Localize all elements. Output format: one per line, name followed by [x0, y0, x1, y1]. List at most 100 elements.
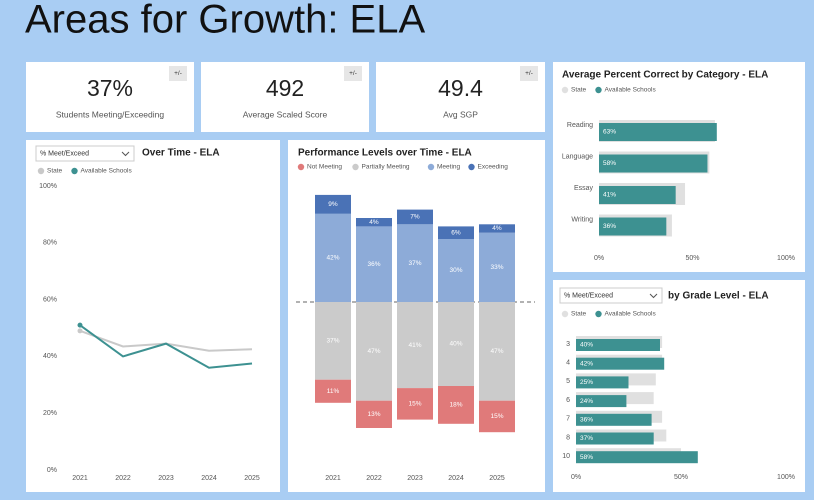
bar-segment: [315, 302, 351, 380]
data-label: 25%: [580, 379, 593, 386]
data-label: 36%: [367, 261, 380, 268]
data-label: 47%: [490, 348, 503, 355]
bar: [576, 395, 627, 408]
data-label: 6%: [451, 229, 461, 236]
x-tick-label: 2023: [407, 475, 423, 482]
legend-swatch: [468, 163, 475, 171]
dropdown-chevron[interactable]: [649, 293, 658, 299]
legend-label: Partially Meeting: [362, 164, 410, 171]
toggle-button[interactable]: [169, 66, 187, 81]
x-tick-label: 100%: [777, 474, 795, 481]
toggle-button-label[interactable]: +/-: [525, 70, 533, 77]
legend-swatch: [595, 310, 602, 318]
x-tick-label: 2024: [201, 475, 217, 482]
bar-segment: [315, 379, 351, 403]
bar: [576, 432, 654, 445]
y-tick-label: 7: [566, 416, 570, 423]
bar-segment: [479, 232, 515, 302]
x-tick-label: 50%: [685, 255, 699, 262]
y-tick-label: Essay: [574, 185, 594, 192]
bar-segment: [315, 194, 351, 214]
y-tick-label: 3: [566, 341, 570, 348]
y-tick-label: 5: [566, 378, 570, 385]
x-tick-label: 0%: [571, 474, 581, 481]
toggle-button-label[interactable]: +/-: [174, 70, 182, 77]
x-tick-label: 2022: [366, 475, 382, 482]
legend-swatch: [297, 163, 305, 171]
bar: [599, 186, 676, 204]
kpi-label: Students Meeting/Exceeding: [56, 109, 164, 119]
y-tick-label: 8: [566, 434, 570, 441]
dropdown[interactable]: [559, 287, 663, 304]
bar: [599, 123, 717, 141]
kpi-value: 492: [266, 75, 304, 101]
line-point: [77, 328, 83, 334]
bar-segment: [397, 388, 433, 420]
data-label: 42%: [326, 255, 339, 262]
chart-title: Performance Levels over Time - ELA: [298, 148, 472, 159]
legend-swatch: [37, 167, 45, 175]
legend-label: State: [571, 87, 587, 94]
data-label: 24%: [580, 398, 593, 405]
toggle-button-label[interactable]: +/-: [349, 70, 357, 77]
legend-label: Not Meeting: [307, 164, 342, 171]
data-label: 40%: [449, 341, 462, 348]
page-title: Areas for Growth: ELA: [25, 0, 425, 42]
x-tick-label: 0%: [594, 255, 604, 262]
kpi-value: 37%: [87, 75, 133, 101]
y-tick-label: 40%: [43, 353, 57, 360]
dropdown-label[interactable]: % Meet/Exceed: [564, 292, 613, 299]
y-tick-label: Reading: [567, 122, 593, 129]
panel: [26, 140, 280, 492]
data-label: 7%: [410, 214, 420, 221]
legend-label: Exceeding: [478, 164, 509, 171]
legend-swatch: [352, 163, 359, 171]
dropdown[interactable]: [35, 145, 135, 162]
data-label: 9%: [328, 201, 338, 208]
bar-segment: [356, 302, 392, 401]
bar-segment: [397, 224, 433, 302]
data-label: 4%: [492, 225, 502, 232]
data-label: 18%: [449, 402, 462, 409]
chart-title: by Grade Level - ELA: [668, 291, 769, 302]
legend-label: Available Schools: [605, 311, 657, 318]
legend-swatch: [427, 163, 435, 171]
x-tick-label: 2024: [448, 475, 464, 482]
data-label: 37%: [408, 260, 421, 267]
y-tick-label: Writing: [571, 216, 593, 223]
bar-segment: [356, 400, 392, 428]
dropdown-label[interactable]: % Meet/Exceed: [40, 150, 89, 157]
y-tick-label: 20%: [43, 410, 57, 417]
data-label: 36%: [580, 417, 593, 424]
toggle-button[interactable]: [344, 66, 362, 81]
data-label: 13%: [367, 411, 380, 418]
kpi-card: [26, 62, 194, 132]
x-tick-label: 2021: [72, 475, 88, 482]
data-label: 33%: [490, 264, 503, 271]
bar-segment: [479, 302, 515, 401]
bar-segment: [438, 302, 474, 386]
line-point: [77, 322, 83, 328]
kpi-card: [376, 62, 545, 132]
data-label: 15%: [408, 401, 421, 408]
data-label: 40%: [580, 342, 593, 349]
bar-segment: [438, 226, 474, 239]
x-tick-label: 50%: [674, 474, 688, 481]
kpi-card: [201, 62, 369, 132]
data-label: 30%: [449, 267, 462, 274]
bar-segment: [397, 209, 433, 225]
data-label: 37%: [326, 338, 339, 345]
bar: [576, 451, 698, 464]
legend-label: Available Schools: [605, 87, 657, 94]
bar: [599, 217, 667, 236]
chart-title: Average Percent Correct by Category - EL…: [562, 70, 768, 81]
y-tick-label: 4: [566, 360, 570, 367]
y-tick-label: Language: [562, 153, 593, 160]
y-tick-label: 6: [566, 397, 570, 404]
bar: [576, 376, 629, 389]
toggle-button[interactable]: [520, 66, 538, 81]
x-tick-label: 2025: [489, 475, 505, 482]
x-tick-label: 100%: [777, 255, 795, 262]
dropdown-chevron[interactable]: [121, 151, 130, 157]
